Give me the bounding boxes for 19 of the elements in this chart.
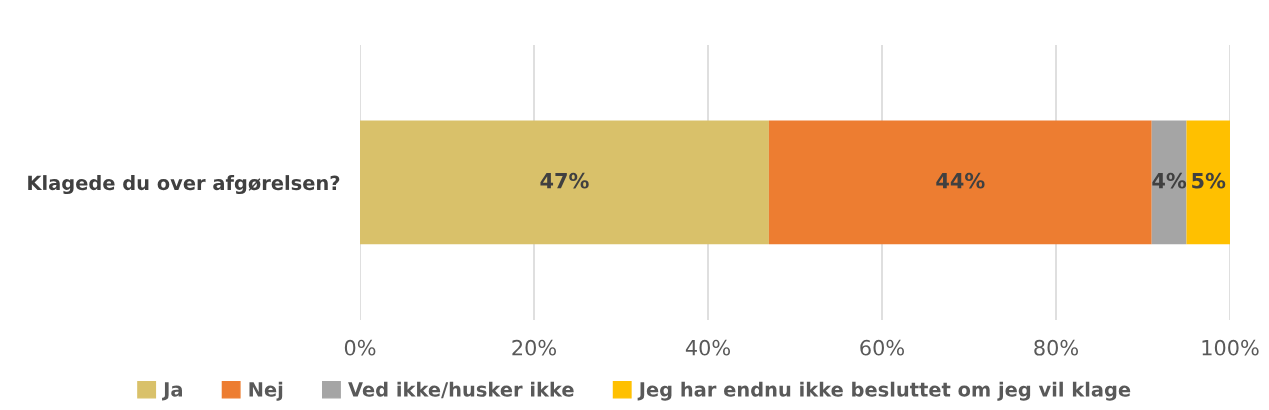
bar xyxy=(1151,120,1187,245)
text: 44% xyxy=(936,172,985,189)
text: 47% xyxy=(540,172,589,189)
x-tick-label: 60% xyxy=(860,339,904,356)
x-tick-label: 40% xyxy=(685,339,730,356)
bar xyxy=(1186,120,1230,245)
legend-label: Ja xyxy=(162,382,182,401)
x-tick-label: 80% xyxy=(1034,339,1078,356)
legend-label: Jeg har endnu ikke besluttet om jeg vil klage xyxy=(637,381,1131,401)
text: 5% xyxy=(1192,172,1226,189)
bar xyxy=(360,120,769,245)
x-tick-label: 0% xyxy=(344,339,376,356)
y-tick-label: Klagede du over afgørelsen? xyxy=(28,175,340,195)
legend-label: Nej xyxy=(249,381,283,401)
bar xyxy=(768,120,1152,245)
legend-label: Ved ikke/husker ikke xyxy=(348,381,574,399)
x-tick-label: 20% xyxy=(512,339,556,356)
text: 4% xyxy=(1152,172,1187,189)
x-tick-label: 100% xyxy=(1202,339,1259,356)
